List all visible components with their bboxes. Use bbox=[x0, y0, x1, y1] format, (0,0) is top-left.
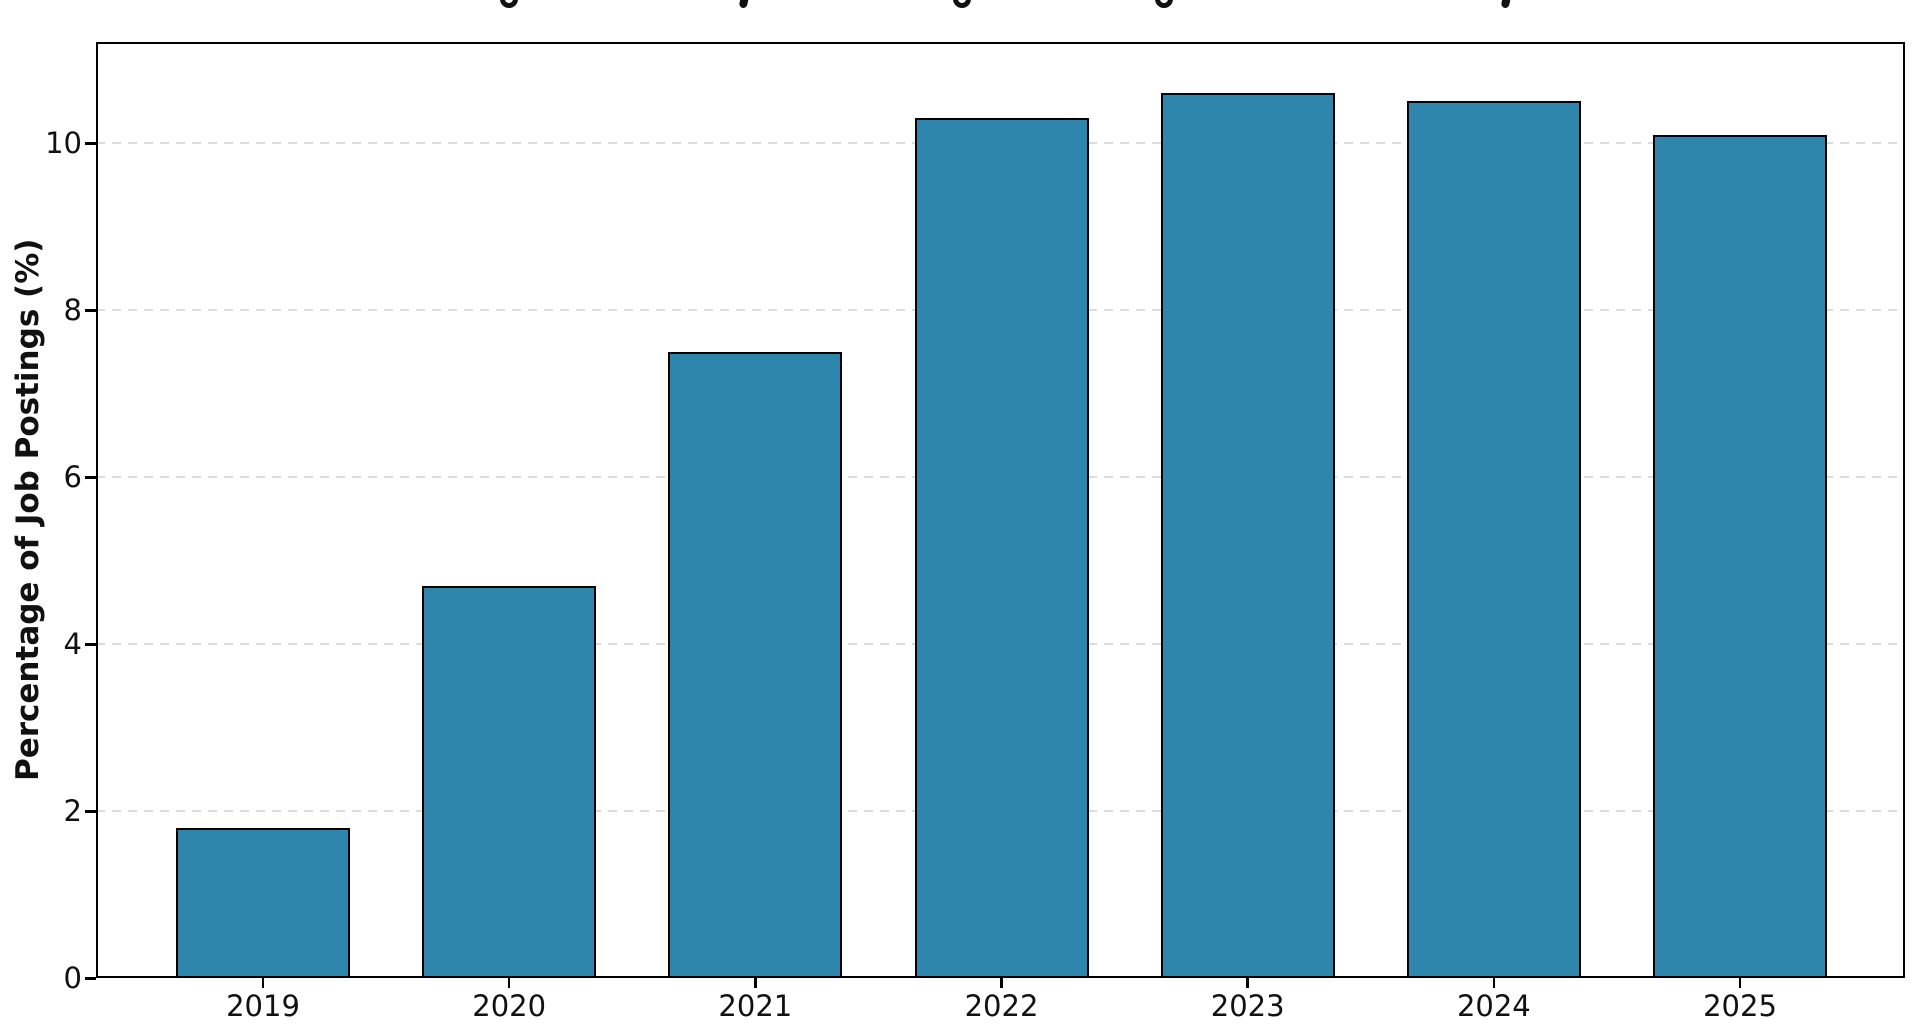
x-tick-label-2021: 2021 bbox=[718, 989, 793, 1023]
title-descender-fragment bbox=[1500, 0, 1512, 9]
y-tick-mark-10 bbox=[85, 142, 96, 145]
x-tick-label-2020: 2020 bbox=[472, 989, 547, 1023]
x-tick-label-2019: 2019 bbox=[226, 989, 300, 1023]
y-tick-mark-4 bbox=[85, 643, 96, 646]
bar-2024 bbox=[1406, 101, 1581, 978]
x-tick-label-2023: 2023 bbox=[1210, 989, 1285, 1023]
y-tick-label-4: 4 bbox=[63, 627, 82, 661]
x-tick-mark-2025 bbox=[1738, 977, 1742, 988]
y-tick-mark-0 bbox=[85, 977, 96, 980]
y-tick-label-2: 2 bbox=[63, 794, 82, 828]
clipped-chart-title bbox=[0, 0, 1920, 14]
x-tick-mark-2020 bbox=[507, 977, 511, 988]
y-tick-mark-2 bbox=[85, 810, 96, 813]
bar-2025 bbox=[1653, 134, 1828, 978]
x-tick-mark-2023 bbox=[1246, 977, 1249, 988]
x-tick-mark-2021 bbox=[754, 977, 757, 988]
bar-2021 bbox=[668, 351, 843, 978]
bar-2022 bbox=[914, 117, 1089, 978]
y-tick-label-10: 10 bbox=[45, 126, 82, 160]
y-tick-label-6: 6 bbox=[63, 460, 82, 494]
y-tick-mark-8 bbox=[85, 309, 96, 312]
x-tick-label-2022: 2022 bbox=[964, 989, 1039, 1023]
title-descender-fragment bbox=[500, 0, 518, 8]
bar-2023 bbox=[1160, 92, 1335, 978]
x-tick-label-2024: 2024 bbox=[1456, 989, 1531, 1023]
y-tick-label-8: 8 bbox=[63, 293, 82, 327]
bar-2019 bbox=[176, 827, 350, 978]
y-axis-title: Percentage of Job Postings (%) bbox=[10, 238, 46, 782]
y-tick-label-0: 0 bbox=[63, 961, 82, 995]
x-tick-mark-2024 bbox=[1492, 977, 1496, 988]
x-tick-mark-2022 bbox=[1000, 977, 1003, 988]
y-tick-mark-6 bbox=[85, 476, 96, 479]
bar-2020 bbox=[422, 585, 597, 978]
title-descender-fragment bbox=[953, 0, 971, 8]
x-tick-label-2025: 2025 bbox=[1703, 989, 1777, 1023]
title-descender-fragment bbox=[1155, 0, 1173, 8]
x-tick-mark-2019 bbox=[261, 977, 265, 988]
title-descender-fragment bbox=[738, 0, 750, 9]
